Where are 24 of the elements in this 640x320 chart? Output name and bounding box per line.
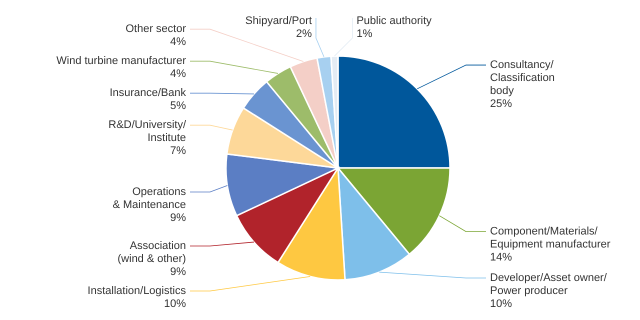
slice-label: Installation/Logistics — [88, 285, 186, 297]
slice-label: Association (wind & other) — [118, 240, 186, 265]
data-label: 2% — [296, 28, 312, 40]
slice-label: Component/Materials/ Equipment manufacturer — [490, 226, 611, 251]
slice-label: Wind turbine manufacturer — [56, 55, 186, 68]
data-label: 14% — [490, 252, 512, 264]
slice-label: Developer/Asset owner/ Power producer — [490, 272, 608, 297]
slice-label: R&D/University/ Institute — [108, 119, 187, 144]
data-label: 9% — [170, 212, 186, 224]
data-label: 5% — [170, 100, 186, 112]
data-label: 4% — [170, 36, 186, 48]
data-label: 7% — [170, 145, 186, 158]
slice-label: Consultancy/ Classification body — [490, 59, 555, 98]
data-label: 1% — [356, 28, 373, 40]
slice-label: Insurance/Bank — [110, 87, 186, 100]
data-label: 10% — [490, 298, 512, 310]
slice-label: Shipyard/Port — [245, 15, 312, 27]
data-label: 10% — [164, 298, 186, 310]
slice-label: Operations & Maintenance — [112, 186, 186, 211]
slice-label: Other sector — [125, 23, 186, 36]
data-label: 4% — [170, 68, 186, 80]
data-label: 9% — [170, 266, 186, 278]
slice-label: Public authority — [356, 15, 432, 27]
data-label: 25% — [490, 98, 512, 110]
